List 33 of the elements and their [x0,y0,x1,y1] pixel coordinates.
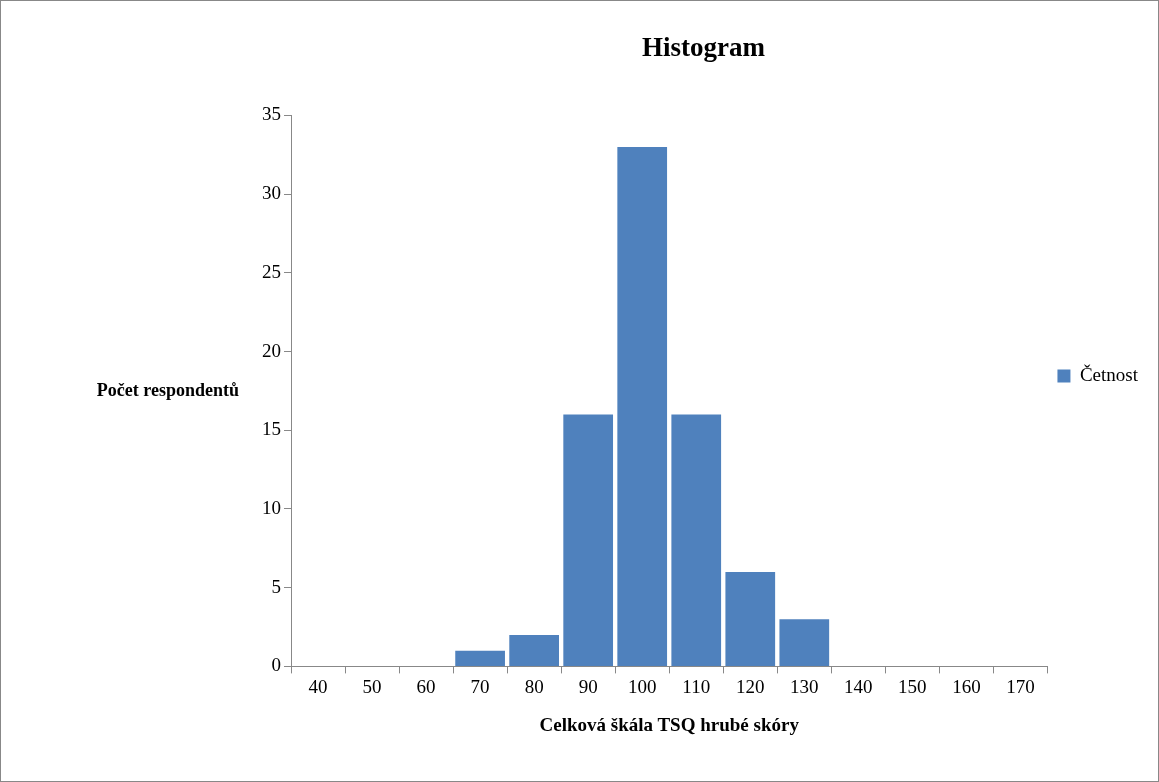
bar [563,414,614,666]
x-tick-label: 170 [1006,675,1035,697]
bar [779,619,830,666]
legend-label: Četnost [1079,363,1139,385]
x-tick-label: 50 [362,675,382,697]
y-tick-label: 10 [262,496,281,518]
chart-title: Histogram [642,32,766,63]
x-tick-label: 160 [952,675,981,697]
y-tick-label: 35 [262,103,281,125]
bar [617,146,668,666]
bar [671,414,722,666]
x-tick-label: 100 [627,675,657,697]
x-tick-label: 110 [682,675,711,697]
y-tick-label: 5 [271,575,281,597]
bar [725,571,776,666]
x-tick-label: 120 [736,675,765,697]
x-tick-label: 40 [308,675,328,697]
x-tick-label: 90 [578,675,598,697]
x-tick-label: 60 [416,675,436,697]
y-tick-label: 20 [262,339,281,361]
y-tick-label: 30 [262,182,281,204]
y-axis-title: Počet respondentů [96,379,239,400]
x-axis-title: Celková škála TSQ hrubé skóry [539,713,800,735]
bar [509,634,559,666]
x-tick-label: 70 [470,675,490,697]
x-tick-label: 140 [844,675,873,697]
y-tick-label: 0 [271,654,281,676]
bar [455,650,505,666]
x-tick-label: 150 [898,675,927,697]
y-tick-label: 25 [262,260,281,282]
x-tick-label: 80 [524,675,544,697]
y-tick-label: 15 [262,418,281,440]
x-tick-label: 130 [790,675,819,697]
